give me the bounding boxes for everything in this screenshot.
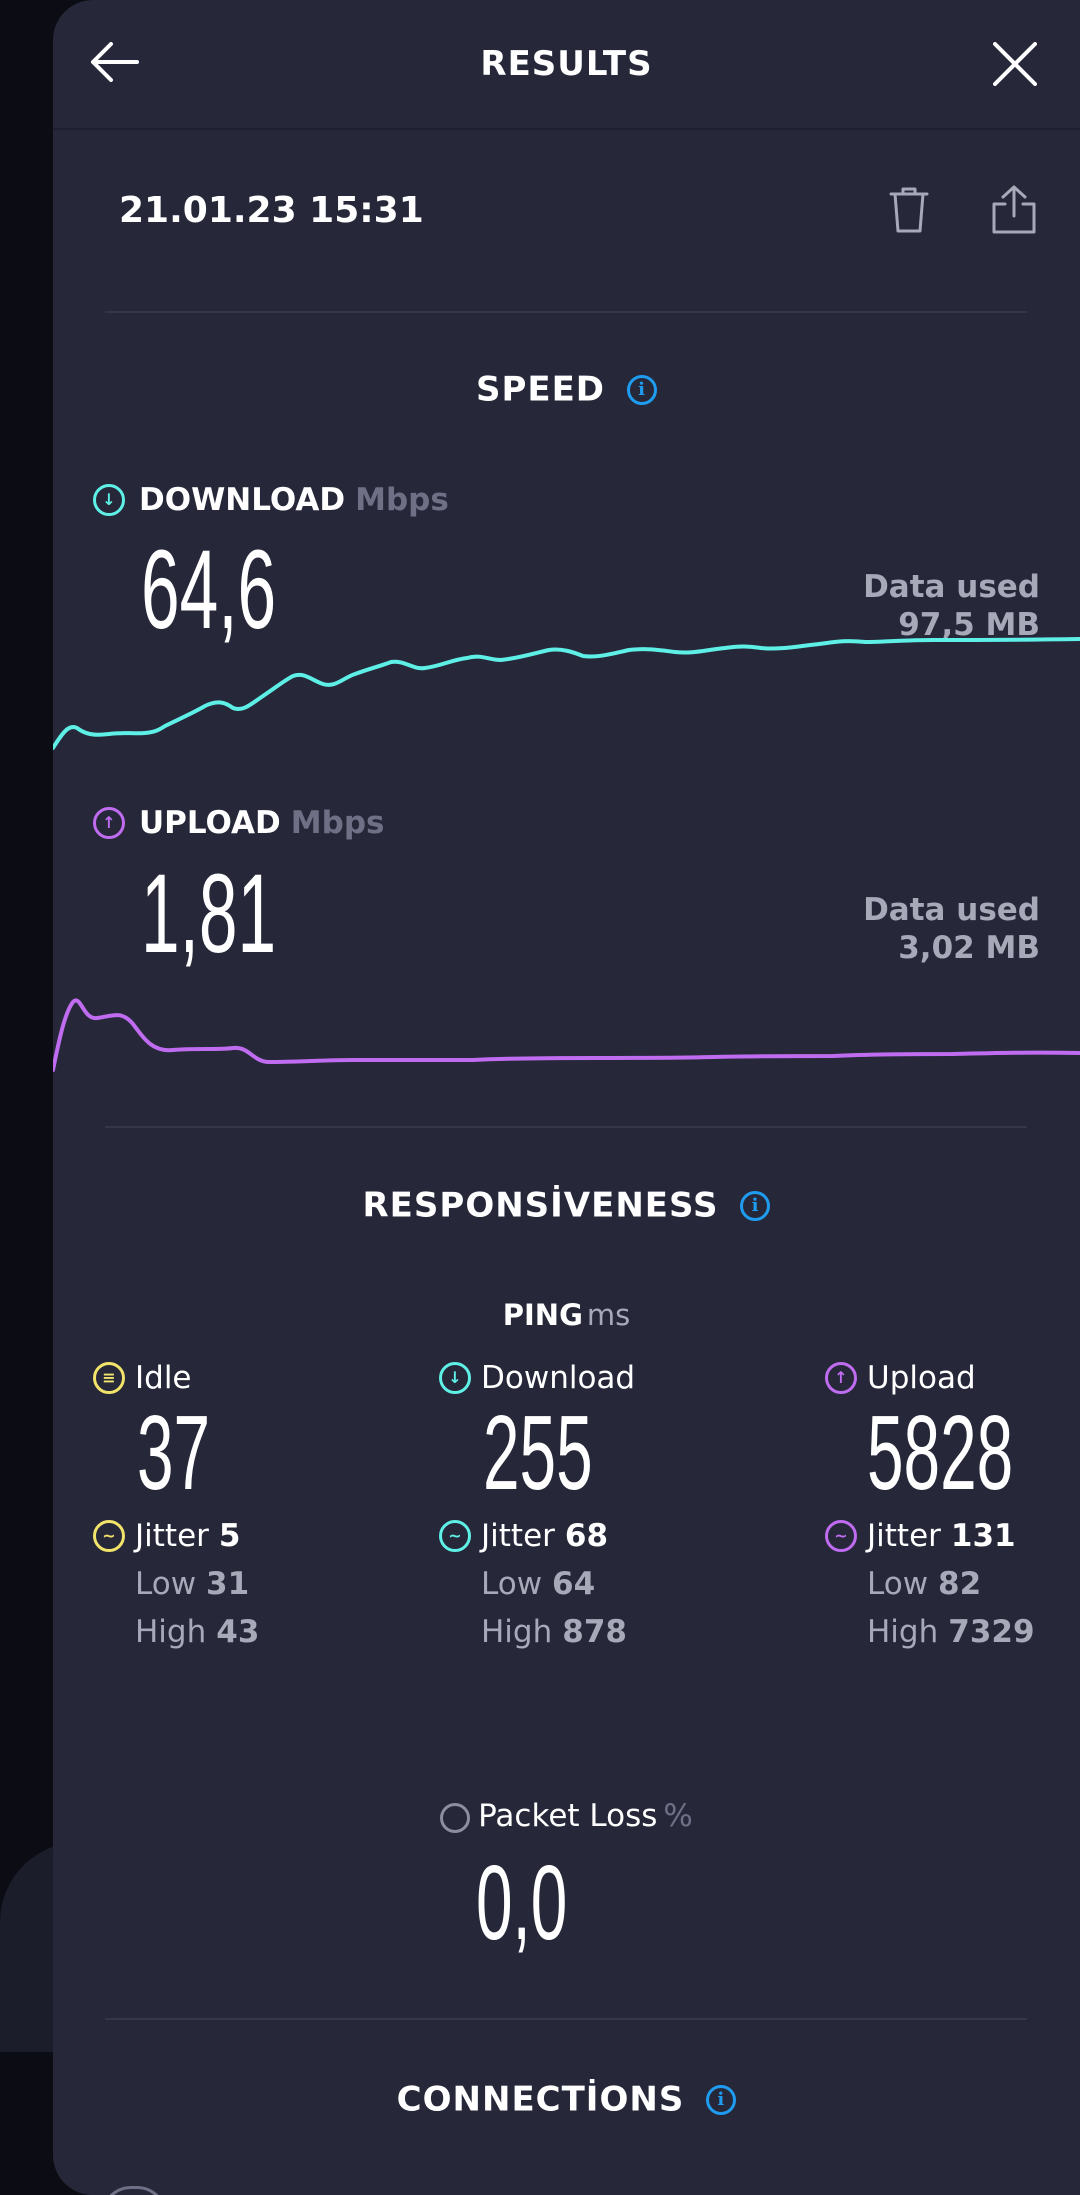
ping-upload-value-box: 5828	[825, 1396, 1065, 1506]
upload-label-text: UPLOAD	[139, 805, 281, 841]
upload-high-value: 7329	[948, 1614, 1035, 1650]
ping-upload-column: ↑ Upload 5828 ~ Jitter 131 Low 82 High 7329	[825, 1360, 1065, 1650]
download-speed-graph	[53, 620, 1080, 764]
ping-download-value-box: 255	[439, 1396, 739, 1506]
upload-data-used: Data used 3,02 MB	[863, 891, 1040, 967]
upload-unit: Mbps	[290, 805, 385, 841]
download-low-label: Low	[481, 1566, 543, 1602]
idle-high: High 43	[135, 1614, 393, 1650]
upload-jitter: ~ Jitter 131	[825, 1518, 1065, 1554]
packet-loss-icon	[440, 1802, 471, 1833]
page-title: RESULTS	[480, 44, 653, 84]
ping-idle-value-box: 37	[93, 1396, 393, 1506]
idle-low: Low 31	[135, 1566, 393, 1602]
ping-upload-label-text: Upload	[867, 1360, 976, 1396]
idle-icon: ≡	[93, 1362, 125, 1394]
idle-jitter-label: Jitter	[135, 1518, 209, 1554]
download-low: Low 64	[481, 1566, 739, 1602]
ping-download-column: ↓ Download 255 ~ Jitter 68 Low 64 High 878	[439, 1360, 739, 1650]
divider	[105, 311, 1027, 313]
responsiveness-section-title: RESPONSİVENESS i	[53, 1184, 1080, 1226]
idle-jitter-value: 5	[218, 1518, 241, 1554]
upload-speed-value: 1,81	[141, 851, 277, 976]
ping-download-label: ↓ Download	[439, 1360, 739, 1396]
result-datetime: 21.01.23 15:31	[119, 190, 424, 231]
upload-jitter-value: 131	[950, 1518, 1016, 1554]
ping-label: PING	[502, 1298, 583, 1332]
ping-idle-column: ≡ Idle 37 ~ Jitter 5 Low 31 High 43	[93, 1360, 393, 1650]
trash-icon[interactable]	[889, 186, 929, 234]
download-arrow-icon: ↓	[93, 484, 125, 516]
ping-title: PING ms	[53, 1298, 1080, 1332]
download-high-value: 878	[562, 1614, 627, 1650]
arrow-left-icon[interactable]	[89, 42, 139, 82]
connections-title-text: CONNECTİONS	[396, 2079, 685, 2120]
ping-unit: ms	[586, 1298, 631, 1332]
ping-download-value: 255	[483, 1394, 593, 1512]
connection-icon	[101, 2186, 167, 2195]
info-icon[interactable]: i	[706, 2084, 737, 2115]
idle-high-value: 43	[216, 1614, 260, 1650]
jitter-icon: ~	[93, 1520, 125, 1552]
jitter-icon: ~	[825, 1520, 857, 1552]
download-data-used-label: Data used	[863, 569, 1040, 605]
upload-high: High 7329	[867, 1614, 1065, 1650]
upload-speed-graph	[53, 990, 1080, 1084]
idle-label-text: Idle	[135, 1360, 192, 1396]
upload-arrow-icon: ↑	[825, 1362, 857, 1394]
close-icon[interactable]	[993, 42, 1037, 86]
packet-loss-unit: %	[663, 1798, 693, 1834]
download-speed-value: 64,6	[141, 527, 277, 652]
info-icon[interactable]: i	[740, 1190, 771, 1221]
upload-label: ↑ UPLOAD Mbps	[93, 805, 384, 841]
packet-loss-label: Packet Loss	[478, 1798, 658, 1834]
upload-data-used-label: Data used	[863, 892, 1040, 928]
header-bar: RESULTS	[53, 0, 1080, 130]
upload-low-label: Low	[867, 1566, 929, 1602]
divider	[105, 2018, 1027, 2020]
speed-title-text: SPEED	[475, 369, 606, 410]
download-jitter: ~ Jitter 68	[439, 1518, 739, 1554]
ping-upload-label: ↑ Upload	[825, 1360, 1065, 1396]
download-unit: Mbps	[355, 482, 449, 518]
download-low-value: 64	[552, 1566, 596, 1602]
download-label: ↓ DOWNLOAD Mbps	[93, 482, 449, 518]
upload-low: Low 82	[867, 1566, 1065, 1602]
divider	[105, 1126, 1027, 1128]
ping-idle-value: 37	[137, 1394, 211, 1512]
packet-loss-value: 0,0	[476, 1844, 568, 1962]
upload-jitter-label: Jitter	[867, 1518, 941, 1554]
upload-low-value: 82	[938, 1566, 982, 1602]
packet-loss: Packet Loss%	[53, 1798, 1080, 1834]
ping-upload-value: 5828	[867, 1394, 1014, 1512]
download-high-label: High	[481, 1614, 553, 1650]
idle-high-label: High	[135, 1614, 207, 1650]
idle-jitter: ~ Jitter 5	[93, 1518, 393, 1554]
upload-arrow-icon: ↑	[93, 807, 125, 839]
upload-high-label: High	[867, 1614, 939, 1650]
download-jitter-value: 68	[564, 1518, 609, 1554]
speed-section-title: SPEED i	[53, 368, 1080, 410]
download-jitter-label: Jitter	[481, 1518, 555, 1554]
upload-data-used-value: 3,02 MB	[898, 930, 1040, 966]
download-arrow-icon: ↓	[439, 1362, 471, 1394]
connections-section-title: CONNECTİONS i	[53, 2078, 1080, 2120]
download-high: High 878	[481, 1614, 739, 1650]
jitter-icon: ~	[439, 1520, 471, 1552]
results-sheet: RESULTS 21.01.23 15:31 SPEED i ↓ DOWNLOAD…	[53, 0, 1080, 2195]
idle-low-value: 31	[206, 1566, 250, 1602]
idle-low-label: Low	[135, 1566, 197, 1602]
ping-idle-label: ≡ Idle	[93, 1360, 393, 1396]
share-icon[interactable]	[991, 184, 1037, 234]
ping-download-label-text: Download	[481, 1360, 636, 1396]
download-data-used: Data used 97,5 MB	[863, 568, 1040, 644]
responsiveness-title-text: RESPONSİVENESS	[362, 1185, 719, 1226]
info-icon[interactable]: i	[627, 374, 658, 405]
download-label-text: DOWNLOAD	[139, 482, 346, 518]
download-data-used-value: 97,5 MB	[898, 607, 1040, 643]
